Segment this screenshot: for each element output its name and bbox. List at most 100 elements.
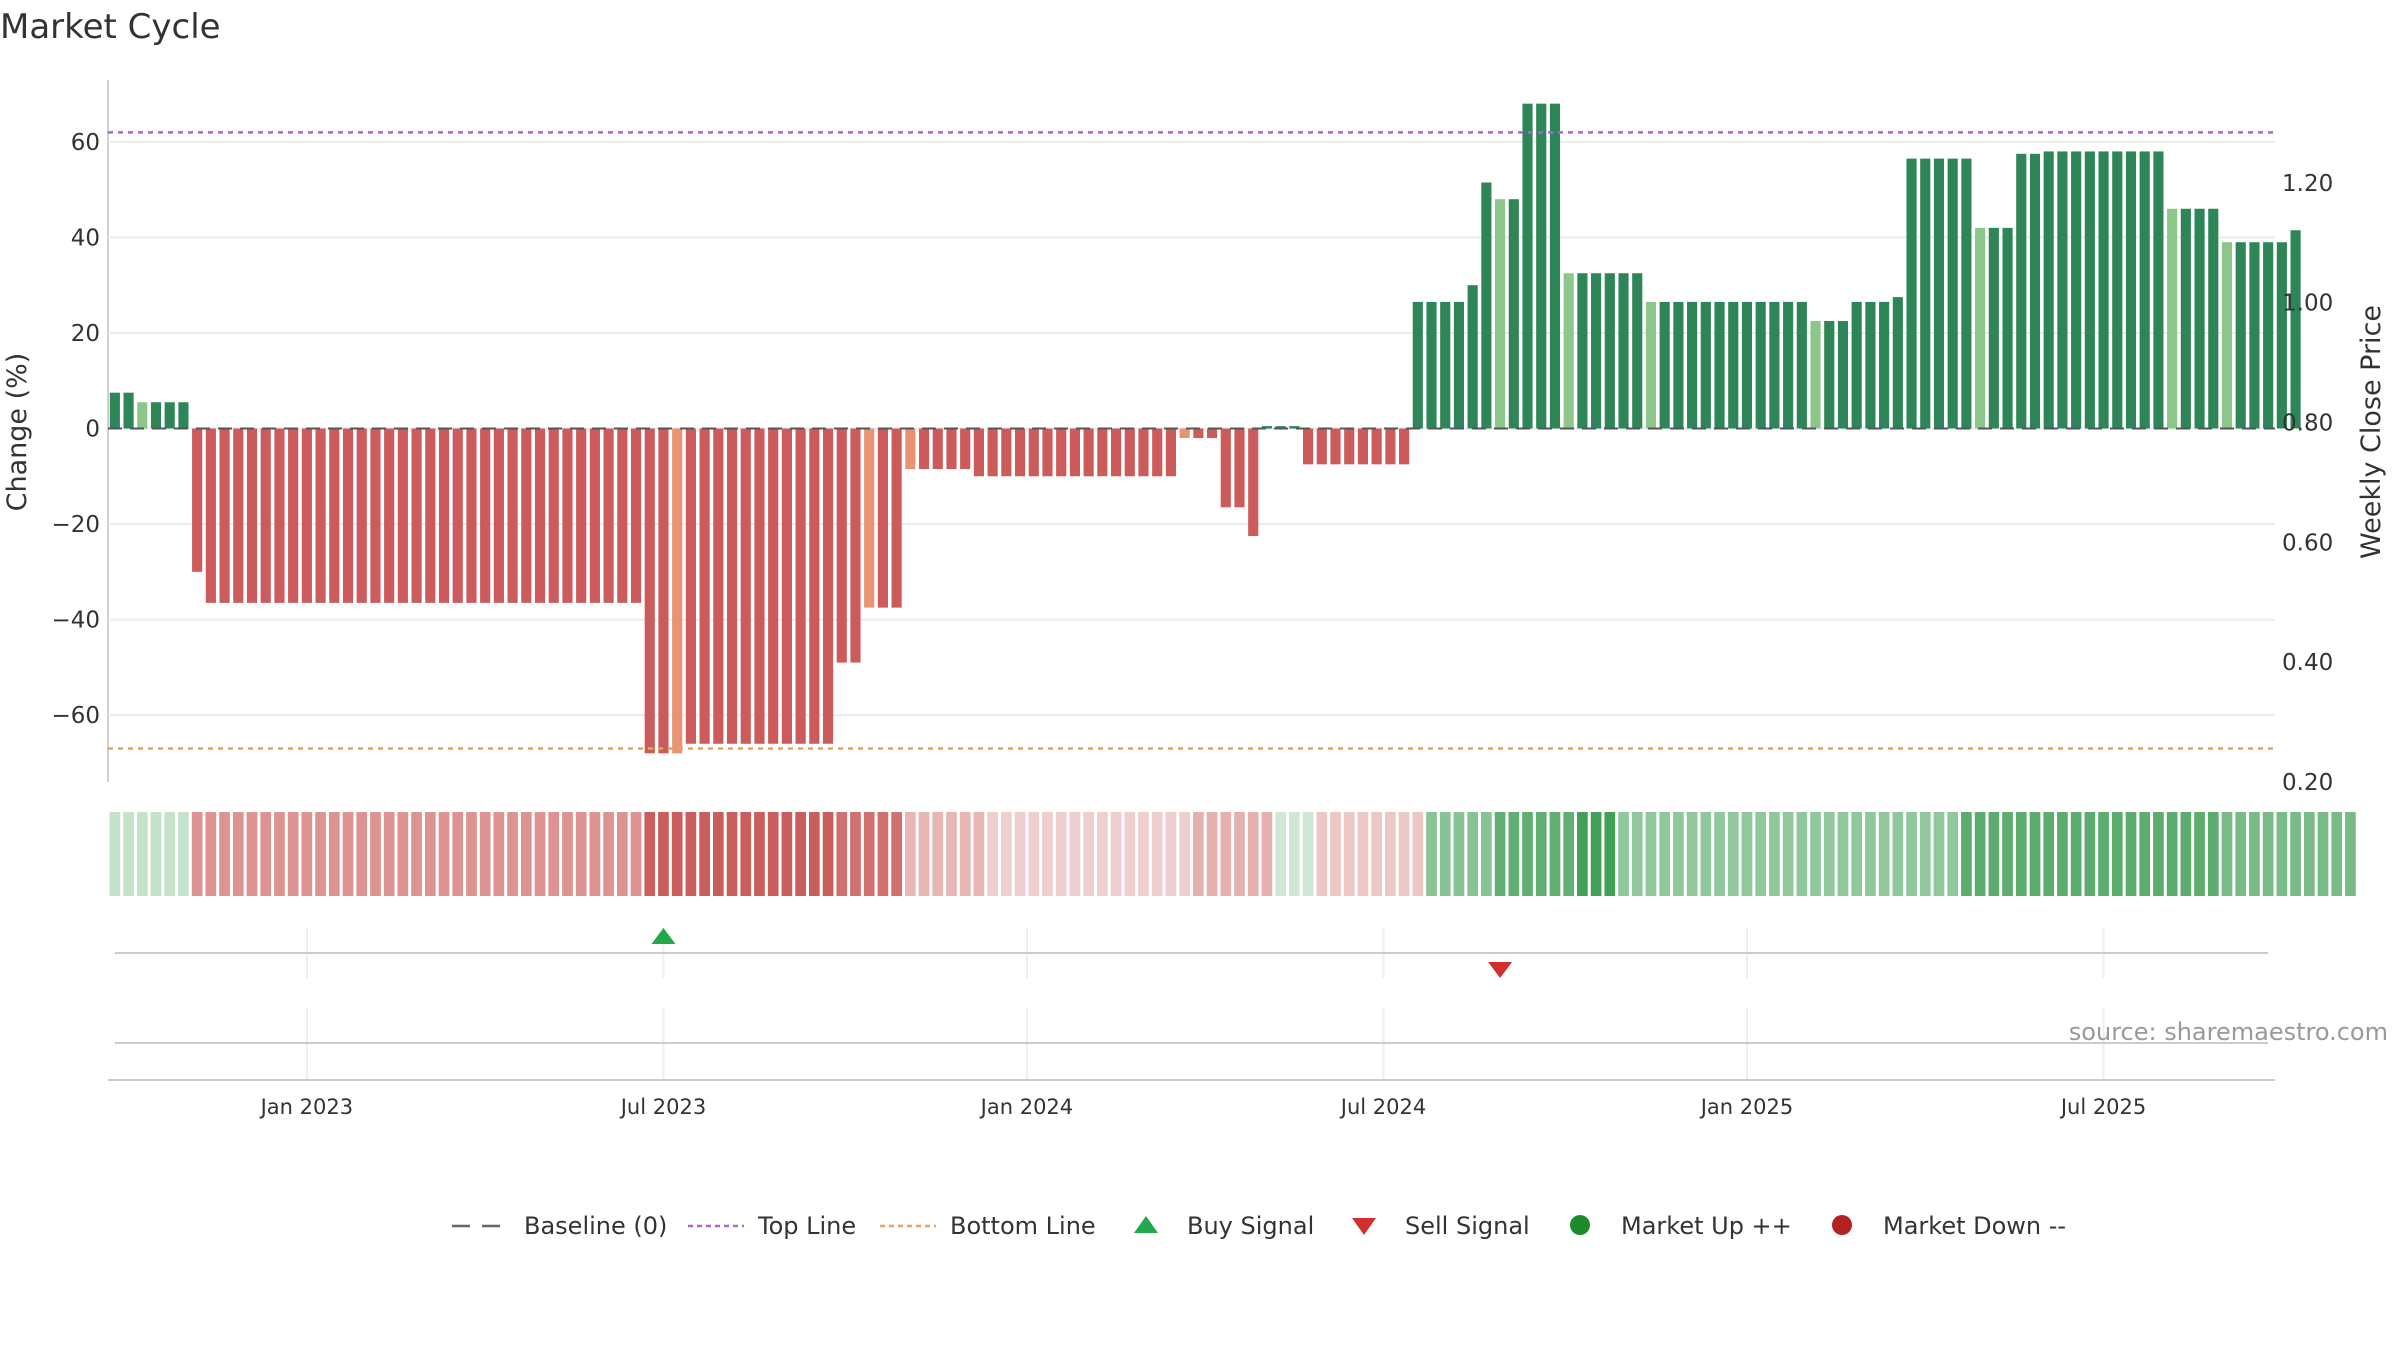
heat-cell (2180, 812, 2192, 896)
heat-cell (712, 812, 724, 896)
heat-cell (781, 812, 793, 896)
bar (2153, 151, 2164, 429)
legend-label: Market Up ++ (1621, 1212, 1792, 1240)
legend-item: Buy Signal (1134, 1212, 1314, 1240)
legend-label: Top Line (757, 1212, 856, 1240)
y-axis-label: Change (%) (2, 353, 33, 512)
heat-cell (1604, 812, 1616, 896)
legend-label: Sell Signal (1405, 1212, 1530, 1240)
bar (809, 428, 820, 744)
heat-cell (1316, 812, 1328, 896)
bar (521, 428, 532, 603)
heat-cell (1851, 812, 1863, 896)
bar (1344, 428, 1355, 465)
y2-axis-label: Weekly Close Price (2356, 305, 2387, 559)
heat-cell (1755, 812, 1767, 896)
y2-tick-label: 1.00 (2282, 291, 2333, 317)
bar (2043, 151, 2054, 429)
heat-cell (2303, 812, 2315, 896)
heat-cell (2317, 812, 2329, 896)
heat-cell (328, 812, 340, 896)
heat-cell (932, 812, 944, 896)
bar (932, 428, 943, 470)
heat-cell (397, 812, 409, 896)
bar (1865, 301, 1876, 429)
heat-cell (808, 812, 820, 896)
heat-cell (1453, 812, 1465, 896)
heat-cell (2015, 812, 2027, 896)
bar (2208, 208, 2219, 429)
bar (1289, 426, 1300, 429)
heat-cell (1823, 812, 1835, 896)
bar (205, 428, 216, 603)
bar (1947, 158, 1958, 429)
bar (1755, 301, 1766, 429)
bar (1220, 428, 1231, 508)
bar (109, 392, 120, 429)
heat-cell (699, 812, 710, 896)
sell-signal-swatch (1352, 1218, 1376, 1235)
bar (123, 392, 134, 429)
legend: Baseline (0) Top Line Bottom Line Buy Signa… (452, 1212, 2066, 1240)
heat-cell (946, 812, 957, 896)
heat-cell (685, 812, 697, 896)
bar (137, 402, 148, 429)
heat-cell (1892, 812, 1904, 896)
legend-item: Market Down -- (1832, 1212, 2066, 1240)
heat-cell (1782, 812, 1794, 896)
bar (1975, 227, 1986, 429)
heat-cell (740, 812, 752, 896)
heat-cell (1398, 812, 1410, 896)
heat-cell (1906, 812, 1917, 896)
heat-cell (2057, 812, 2068, 896)
heat-cell (1878, 812, 1890, 896)
y-tick-label: 40 (71, 225, 100, 251)
heat-cell (1439, 812, 1451, 896)
bar (548, 428, 559, 603)
legend-item: Bottom Line (880, 1212, 1096, 1240)
heat-cell (493, 812, 505, 896)
heat-cell (520, 812, 532, 896)
bar (1892, 297, 1903, 429)
heat-cell (164, 812, 176, 896)
bar (1357, 428, 1369, 465)
legend-item: Top Line (688, 1212, 856, 1240)
bar (301, 428, 312, 603)
heat-cell (1014, 812, 1026, 896)
bar (370, 428, 381, 603)
bar (1399, 428, 1410, 465)
market-up-swatch (1570, 1215, 1590, 1235)
buy-signal-swatch (1134, 1216, 1158, 1233)
bar (960, 428, 971, 470)
heat-cell (863, 812, 875, 896)
bar (1385, 428, 1396, 465)
heat-cell (1138, 812, 1149, 896)
bar (1412, 301, 1423, 429)
heat-cell (1234, 812, 1245, 896)
heat-cell (2002, 812, 2013, 896)
bar (1371, 428, 1382, 465)
heat-cell (1700, 812, 1712, 896)
heat-cell (1193, 812, 1204, 896)
bar (973, 428, 984, 477)
bar (2002, 227, 2013, 429)
bar (178, 402, 189, 429)
legend-label: Bottom Line (950, 1212, 1096, 1240)
bar (1591, 273, 1602, 429)
heat-cell (1727, 812, 1739, 896)
heat-cell (438, 812, 450, 896)
heat-cell (1673, 812, 1684, 896)
bar (1234, 428, 1245, 508)
heat-cell (1179, 812, 1190, 896)
x-tick-label: Jul 2023 (619, 1095, 706, 1119)
x-tick-label: Jan 2024 (979, 1095, 1074, 1119)
heat-cell (205, 812, 217, 896)
bar (397, 428, 408, 603)
heat-cell (136, 812, 148, 896)
bar (2290, 230, 2301, 429)
bar (466, 428, 477, 603)
y2-tick-label: 0.60 (2282, 530, 2333, 556)
bar (425, 428, 436, 603)
bar (1810, 321, 1821, 429)
